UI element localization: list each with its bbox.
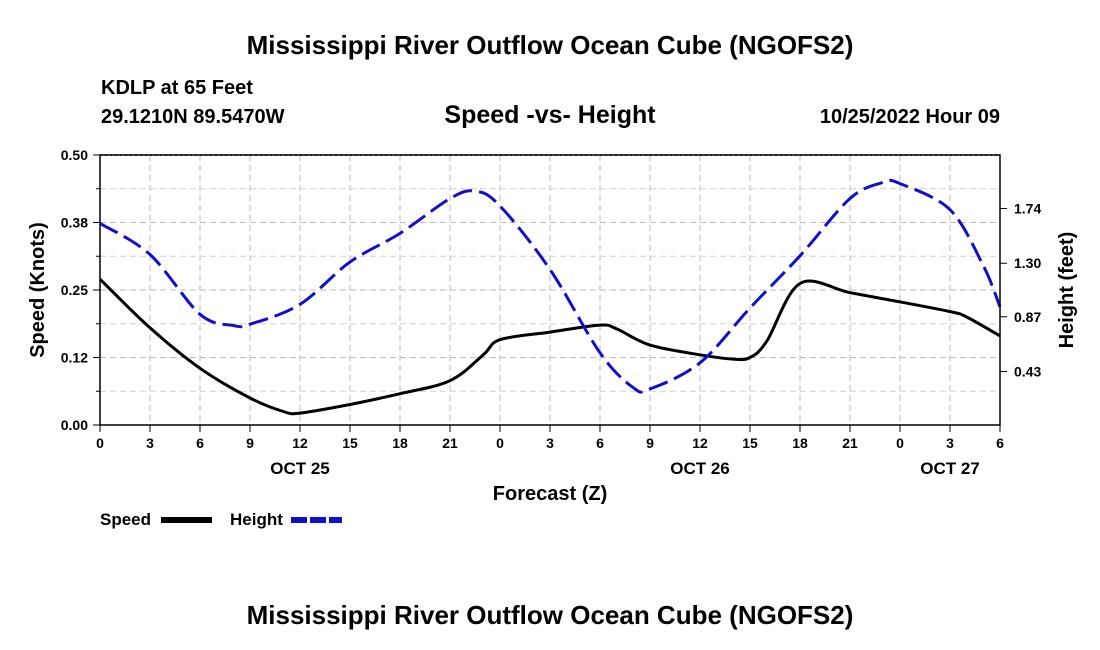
x-tick-label: 3 <box>946 435 954 451</box>
x-tick-label: 12 <box>692 435 708 451</box>
x-day-label: OCT 26 <box>670 459 730 478</box>
grid-lines <box>100 154 1000 425</box>
height-series-line <box>99 178 1002 394</box>
y-tick-label: 0.50 <box>61 147 88 163</box>
plot-title: Speed -vs- Height <box>444 101 656 129</box>
x-tick-label: 18 <box>392 435 408 451</box>
x-tick-label: 21 <box>842 435 858 451</box>
x-tick-label: 15 <box>342 435 358 451</box>
x-tick-label: 18 <box>792 435 808 451</box>
x-tick-label: 9 <box>646 435 654 451</box>
station-label: KDLP at 65 Feet <box>101 77 253 99</box>
y-tick-label: 0.00 <box>61 417 88 433</box>
x-tick-label: 12 <box>292 435 308 451</box>
y2-tick-label: 1.74 <box>1014 201 1041 217</box>
legend-speed-label: Speed <box>100 510 151 529</box>
legend: Speed Height <box>100 510 342 529</box>
x-tick-label: 6 <box>196 435 204 451</box>
y2-axis-title: Height (feet) <box>1056 232 1078 349</box>
series-group <box>98 178 1002 416</box>
y-tick-label: 0.12 <box>61 350 88 366</box>
x-day-label: OCT 27 <box>920 459 980 478</box>
x-tick-label: 3 <box>146 435 154 451</box>
x-tick-label: 6 <box>596 435 604 451</box>
x-axis-title: Forecast (Z) <box>493 483 607 505</box>
x-tick-label: 0 <box>96 435 104 451</box>
x-tick-label: 3 <box>546 435 554 451</box>
y-tick-label: 0.38 <box>61 215 88 231</box>
y-tick-label: 0.25 <box>61 282 88 298</box>
coordinates-label: 29.1210N 89.5470W <box>101 106 285 128</box>
datetime-label: 10/25/2022 Hour 09 <box>819 106 1000 128</box>
x-tick-label: 9 <box>246 435 254 451</box>
x-tick-label: 21 <box>442 435 458 451</box>
chart-title-top: Mississippi River Outflow Ocean Cube (NG… <box>246 30 854 60</box>
chart-title-bottom: Mississippi River Outflow Ocean Cube (NG… <box>246 600 854 630</box>
x-tick-label: 0 <box>496 435 504 451</box>
y2-tick-label: 1.30 <box>1014 255 1041 271</box>
legend-height-label: Height <box>230 510 283 529</box>
y2-tick-label: 0.87 <box>1014 309 1041 325</box>
x-day-label: OCT 25 <box>270 459 330 478</box>
y-axis-title: Speed (Knots) <box>27 222 49 358</box>
x-tick-label: 15 <box>742 435 758 451</box>
speed-series-line <box>98 278 1001 416</box>
axes-group: 0 3 6 9 12 15 18 21 0 3 6 9 12 15 18 21 0 3 6 OCT 25 OCT 26 O… <box>61 147 1042 478</box>
x-tick-label: 6 <box>996 435 1004 451</box>
y2-tick-label: 0.43 <box>1014 363 1041 379</box>
x-tick-label: 0 <box>896 435 904 451</box>
